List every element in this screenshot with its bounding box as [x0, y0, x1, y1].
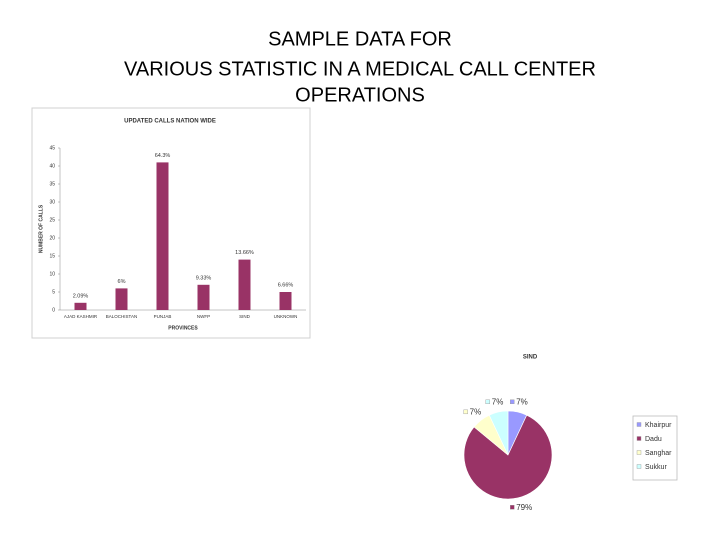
bar [279, 292, 292, 310]
x-tick-label: SIND [239, 314, 251, 319]
legend-swatch [636, 436, 642, 441]
pie-slice [488, 410, 509, 456]
bar-annotation: 13.66% [235, 250, 254, 256]
slice-label: 7% [470, 407, 482, 416]
y-tick-label: 30 [49, 199, 55, 205]
label-swatch [485, 399, 490, 405]
legend-swatch [636, 450, 642, 455]
y-tick-label: 40 [49, 163, 55, 169]
label-swatch [463, 409, 468, 415]
y-tick-label: 45 [49, 145, 55, 151]
legend-swatch [636, 464, 642, 469]
slide-title: OPERATIONS [295, 84, 425, 106]
slice-label: 7% [516, 397, 528, 406]
y-tick-label: 25 [49, 217, 55, 223]
x-tick-label: PUNJAB [154, 314, 172, 319]
slice-label: 79% [516, 503, 532, 512]
legend-label: Khairpur [645, 422, 672, 429]
legend-label: Sukkur [645, 464, 667, 471]
bar [238, 259, 251, 310]
legend-swatch [636, 422, 642, 427]
x-axis-label: PROVINCES [168, 325, 198, 331]
x-tick-label: BALOCHISTAN [106, 314, 137, 319]
y-tick-label: 5 [52, 289, 55, 295]
pie-slice [463, 414, 553, 500]
bar [197, 284, 210, 310]
bar-annotation: 64.3% [155, 153, 171, 159]
x-tick-label: NWFP [197, 314, 210, 319]
x-tick-label: UNKNOWN [274, 314, 298, 319]
bar-panel [31, 107, 311, 339]
bar-annotation: 9.33% [196, 275, 212, 281]
bar-annotation: 2.09% [73, 293, 89, 299]
label-swatch [510, 504, 515, 510]
chart-title: UPDATED CALLS NATION WIDE [124, 119, 216, 125]
chart-title: SIND [523, 355, 538, 361]
y-axis-label: NUMBER OF CALLS [38, 204, 44, 253]
y-tick-label: 0 [52, 307, 55, 313]
slice-label: 7% [492, 397, 504, 406]
bar [74, 302, 87, 310]
legend-label: Dadu [645, 436, 662, 443]
y-tick-label: 10 [49, 271, 55, 277]
slide-title: VARIOUS STATISTIC IN A MEDICAL CALL CENT… [124, 58, 596, 80]
slide-title: SAMPLE DATA FOR [268, 28, 452, 50]
bar [115, 288, 128, 310]
bar-annotation: 6% [118, 279, 126, 285]
y-tick-label: 15 [49, 253, 55, 259]
y-tick-label: 35 [49, 181, 55, 187]
bar [156, 162, 169, 310]
bar-annotation: 6.66% [278, 282, 294, 288]
legend-label: Sanghar [645, 450, 672, 457]
y-tick-label: 20 [49, 235, 55, 241]
x-tick-label: AJAD KASHMIR [64, 314, 98, 319]
label-swatch [510, 399, 515, 405]
